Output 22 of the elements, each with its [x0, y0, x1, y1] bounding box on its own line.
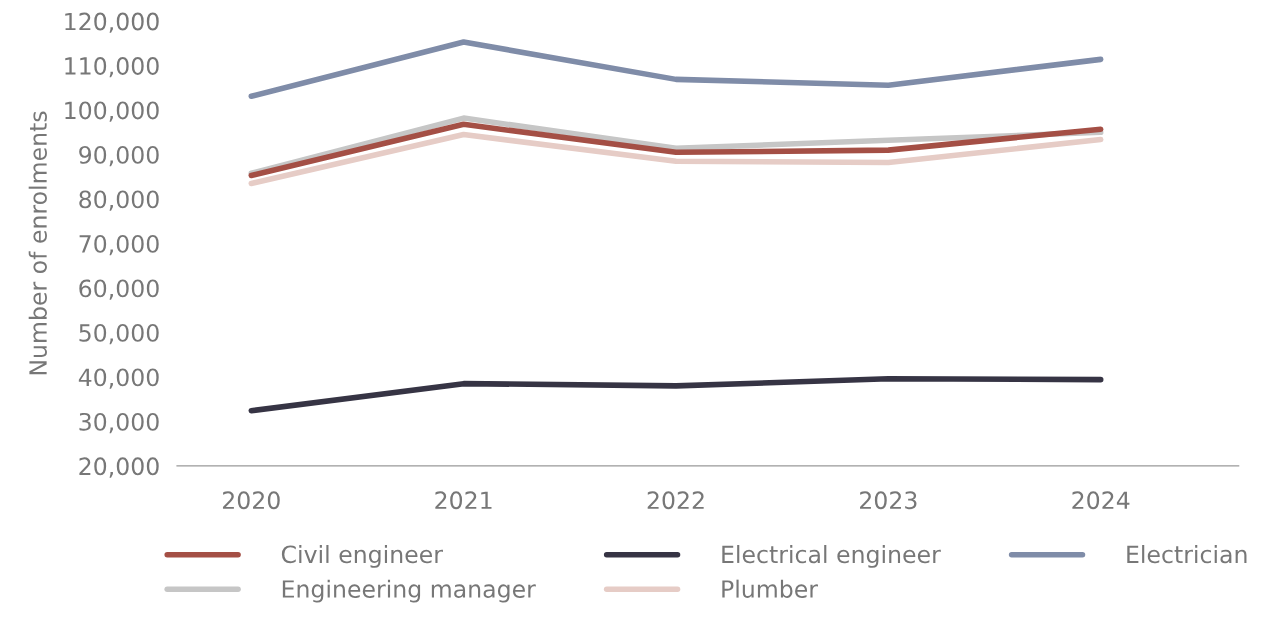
y-tick-label: 120,000: [65, 12, 159, 33]
y-tick-label: 70,000: [79, 234, 159, 256]
x-tick-label: 2023: [860, 491, 917, 510]
y-tick-label: 50,000: [79, 323, 159, 345]
y-tick-label: 100,000: [65, 101, 159, 122]
legend-label: Electrical engineer: [722, 544, 941, 568]
x-tick-label: 2020: [222, 491, 280, 510]
y-tick-label: 110,000: [65, 57, 159, 78]
y-tick-label: 20,000: [79, 457, 159, 478]
y-tick-label: 60,000: [79, 279, 159, 300]
x-tick-label: 2024: [1072, 491, 1130, 510]
legend-label: Engineering manager: [282, 579, 536, 603]
legend-label: Civil engineer: [281, 544, 443, 568]
y-axis-title: Number of enrolments: [28, 111, 47, 375]
y-tick-label: 30,000: [79, 412, 159, 434]
x-tick-label: 2022: [647, 491, 704, 510]
legend-label: Electrician: [1127, 544, 1247, 564]
y-tick-label: 40,000: [78, 368, 159, 389]
legend-label: Plumber: [722, 579, 818, 598]
y-tick-label: 90,000: [79, 146, 159, 167]
x-tick-label: 2021: [435, 491, 492, 510]
y-tick-label: 80,000: [79, 190, 159, 211]
